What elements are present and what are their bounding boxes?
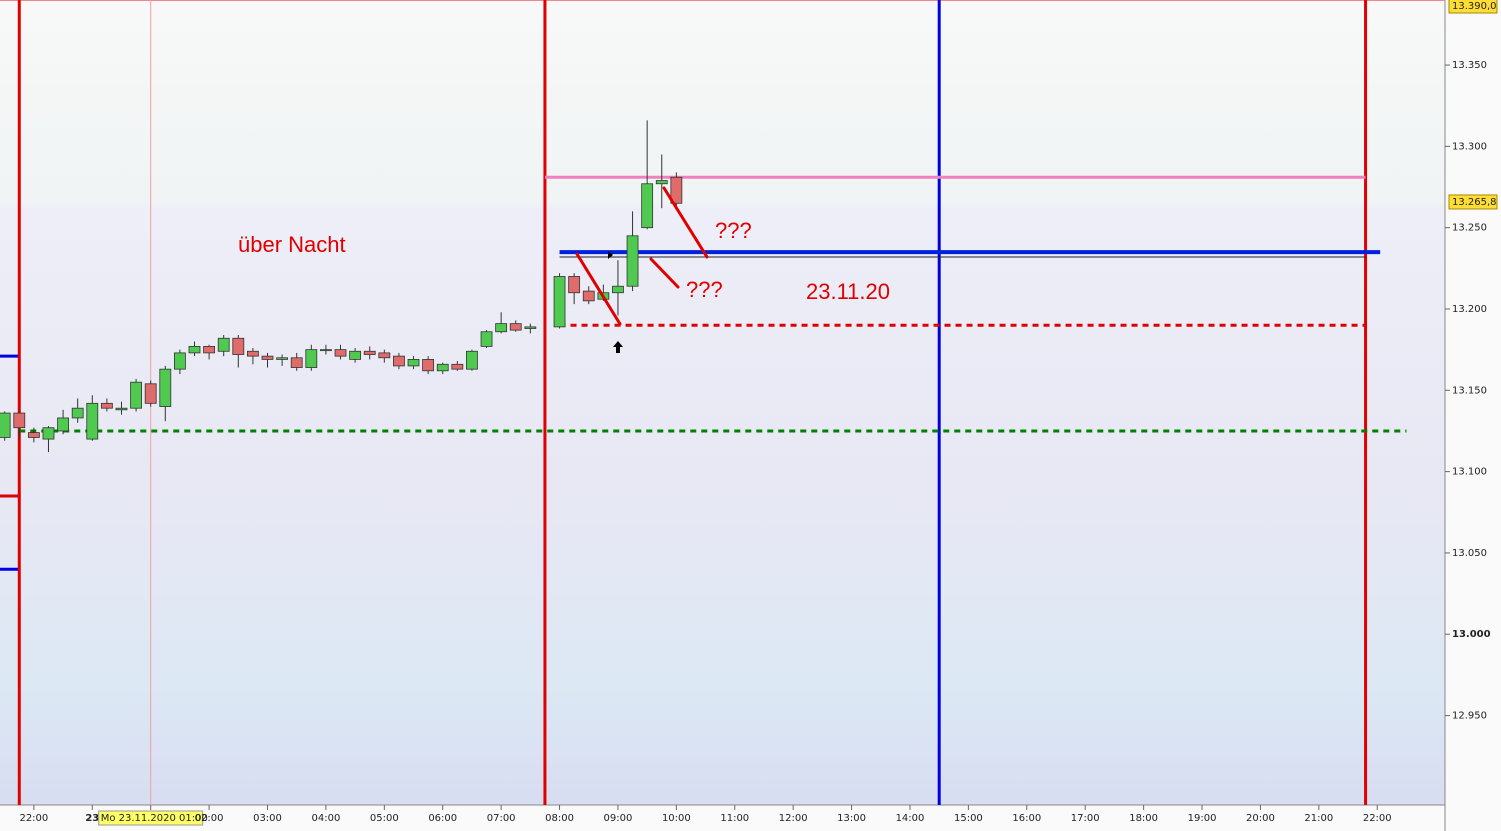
candle-body [42,427,55,440]
candle-body [641,183,654,229]
candle-body [232,337,245,355]
candle-body [115,407,128,411]
price-label: 13.390,0 [1452,1,1497,12]
x-tick-label: 22:00 [1363,813,1392,824]
x-tick-label: 09:00 [604,813,633,824]
y-tick-label: 13.000 [1452,629,1491,640]
arrow-icon [613,341,623,353]
annotation: ??? [686,277,723,302]
candle-body [436,363,449,372]
y-tick-label: 13.300 [1452,141,1487,152]
candle-body [27,432,40,438]
x-tick-label: 12:00 [779,813,808,824]
x-tick-label: 17:00 [1071,813,1100,824]
candle-body [173,352,186,370]
candle-body [320,349,332,352]
x-tick-label: 15:00 [954,813,983,824]
candle-body [203,345,215,354]
candle-body [378,352,391,359]
candle-body [626,235,639,287]
candle-body [480,331,493,347]
x-tick-label: 19:00 [1188,813,1217,824]
y-tick-label: 13.350 [1452,60,1487,71]
annotation: über Nacht [238,232,346,257]
candle-body [363,350,376,355]
candle-body [71,407,84,419]
annotation: 23.11.20 [806,279,890,304]
drawn-line [649,257,680,289]
candle-body [261,355,274,360]
x-tick-label: 16:00 [1012,813,1041,824]
y-tick-label: 13.100 [1452,467,1487,478]
drawn-line [662,186,709,259]
candle-body [217,337,230,352]
y-axis-panel [1445,0,1501,831]
price-label-bg [1448,194,1498,210]
y-tick-label: 12.950 [1452,711,1487,722]
drawn-line [575,252,622,326]
x-tick-label: 03:00 [253,813,282,824]
x-tick-label: 18:00 [1129,813,1158,824]
price-label: 13.265,8 [1452,197,1497,208]
annotation: ??? [715,218,752,243]
x-tick-label: 02:00 [195,813,224,824]
x-tick-label: 11:00 [720,813,749,824]
candle-body [276,357,289,360]
candle-body [524,326,537,329]
candle-body [57,417,69,432]
candle-body [407,359,420,367]
x-tick-label: 05:00 [370,813,399,824]
candle-body [188,345,201,354]
date-label-bg [98,810,204,826]
x-tick-label: 07:00 [487,813,516,824]
candle-body [100,402,113,409]
candle-body [670,176,683,204]
x-tick-label: 06:00 [428,813,457,824]
candle-body [86,402,99,440]
candle-body [159,368,172,407]
x-tick-label: 08:00 [545,813,574,824]
candle-body [13,412,26,429]
x-tick-label: Mo 23.11.2020 01:00 [101,813,208,824]
x-tick-label: 14:00 [896,813,925,824]
candle-body [305,349,318,368]
x-tick-label: 20:00 [1246,813,1275,824]
candle-body [0,412,11,438]
drawings [575,186,709,326]
candle-body [509,323,522,331]
plot-area [0,0,1445,805]
candle-body [349,350,362,360]
y-tick-label: 13.250 [1452,223,1487,234]
candle-body [655,180,668,185]
candle-body [247,350,259,357]
price-label-bg [1448,0,1498,14]
candle-body [290,357,303,368]
candle-body [130,381,142,409]
candle-body [612,285,624,294]
y-tick-label: 13.050 [1452,548,1487,559]
x-tick-label: 13:00 [837,813,866,824]
y-tick-label: 13.150 [1452,385,1487,396]
candle-body [466,350,478,370]
candle-body [393,355,405,367]
x-tick-label: 04:00 [311,813,340,824]
x-tick-label: 22:00 [19,813,48,824]
x-tick-label: 23 [85,813,99,824]
candle-body [144,383,157,404]
cursor-icon [608,251,613,259]
candle-body [582,290,595,302]
candle-body [568,276,581,294]
x-axis-panel [0,805,1445,831]
candle-body [553,276,566,328]
x-tick-label: 21:00 [1304,813,1333,824]
candle-body [334,349,347,357]
y-tick-label: 13.200 [1452,304,1487,315]
candle-body [422,359,435,372]
candle-body [451,363,464,370]
candle-body [495,323,508,333]
x-tick-label: 10:00 [662,813,691,824]
